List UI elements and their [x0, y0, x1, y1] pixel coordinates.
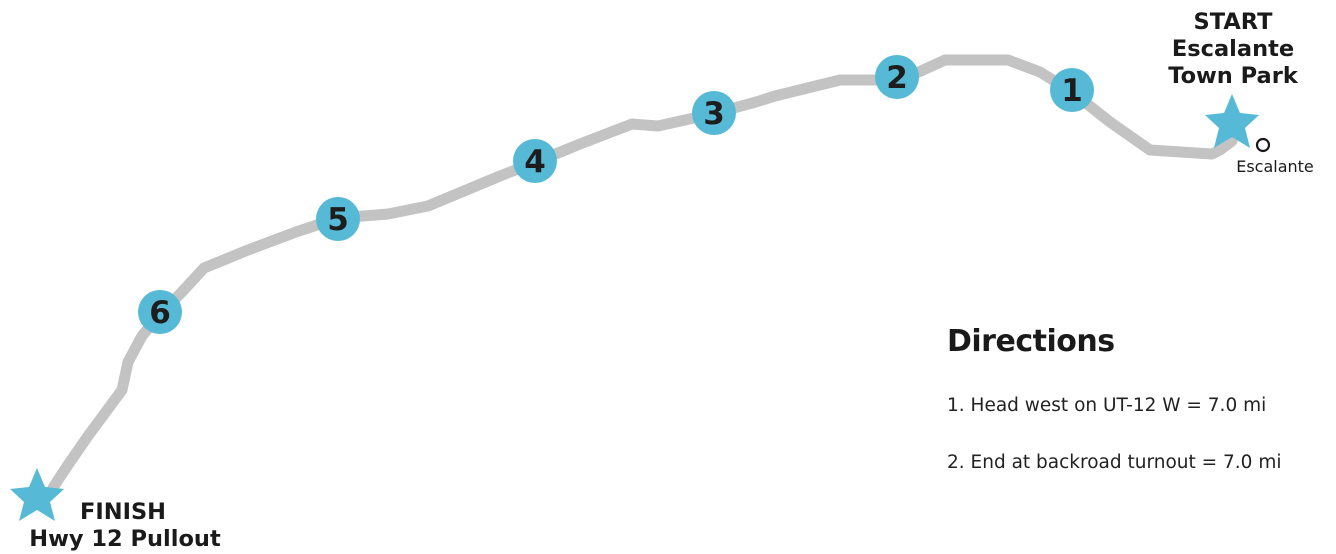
finish-name: Hwy 12 Pullout [29, 526, 221, 552]
route-marker-5[interactable]: 5 [316, 197, 360, 241]
route-marker-2[interactable]: 2 [875, 55, 919, 99]
directions-panel: Directions 1. Head west on UT-12 W = 7.0… [947, 322, 1327, 508]
finish-title: FINISH [80, 499, 166, 525]
marker-label: 3 [703, 96, 725, 132]
route-marker-4[interactable]: 4 [513, 139, 557, 183]
marker-label: 6 [149, 295, 171, 331]
start-title: START [1194, 9, 1274, 35]
marker-label: 5 [327, 202, 349, 238]
finish-star-icon[interactable] [10, 468, 64, 521]
marker-label: 2 [886, 60, 908, 96]
directions-title: Directions [947, 324, 1115, 359]
start-star-icon[interactable] [1205, 94, 1259, 148]
direction-step: 1. Head west on UT-12 W = 7.0 mi [947, 395, 1267, 416]
direction-step: 2. End at backroad turnout = 7.0 mi [947, 452, 1282, 473]
start-name-line1: Escalante [1172, 36, 1294, 62]
town-label: Escalante [1236, 157, 1314, 176]
town-circle-icon [1255, 137, 1271, 153]
marker-label: 4 [524, 144, 546, 180]
route-line [42, 54, 1238, 502]
marker-label: 1 [1061, 73, 1083, 109]
route-marker-3[interactable]: 3 [692, 91, 736, 135]
route-marker-6[interactable]: 6 [138, 290, 182, 334]
start-name-line2: Town Park [1168, 63, 1299, 89]
route-marker-1[interactable]: 1 [1050, 68, 1094, 112]
